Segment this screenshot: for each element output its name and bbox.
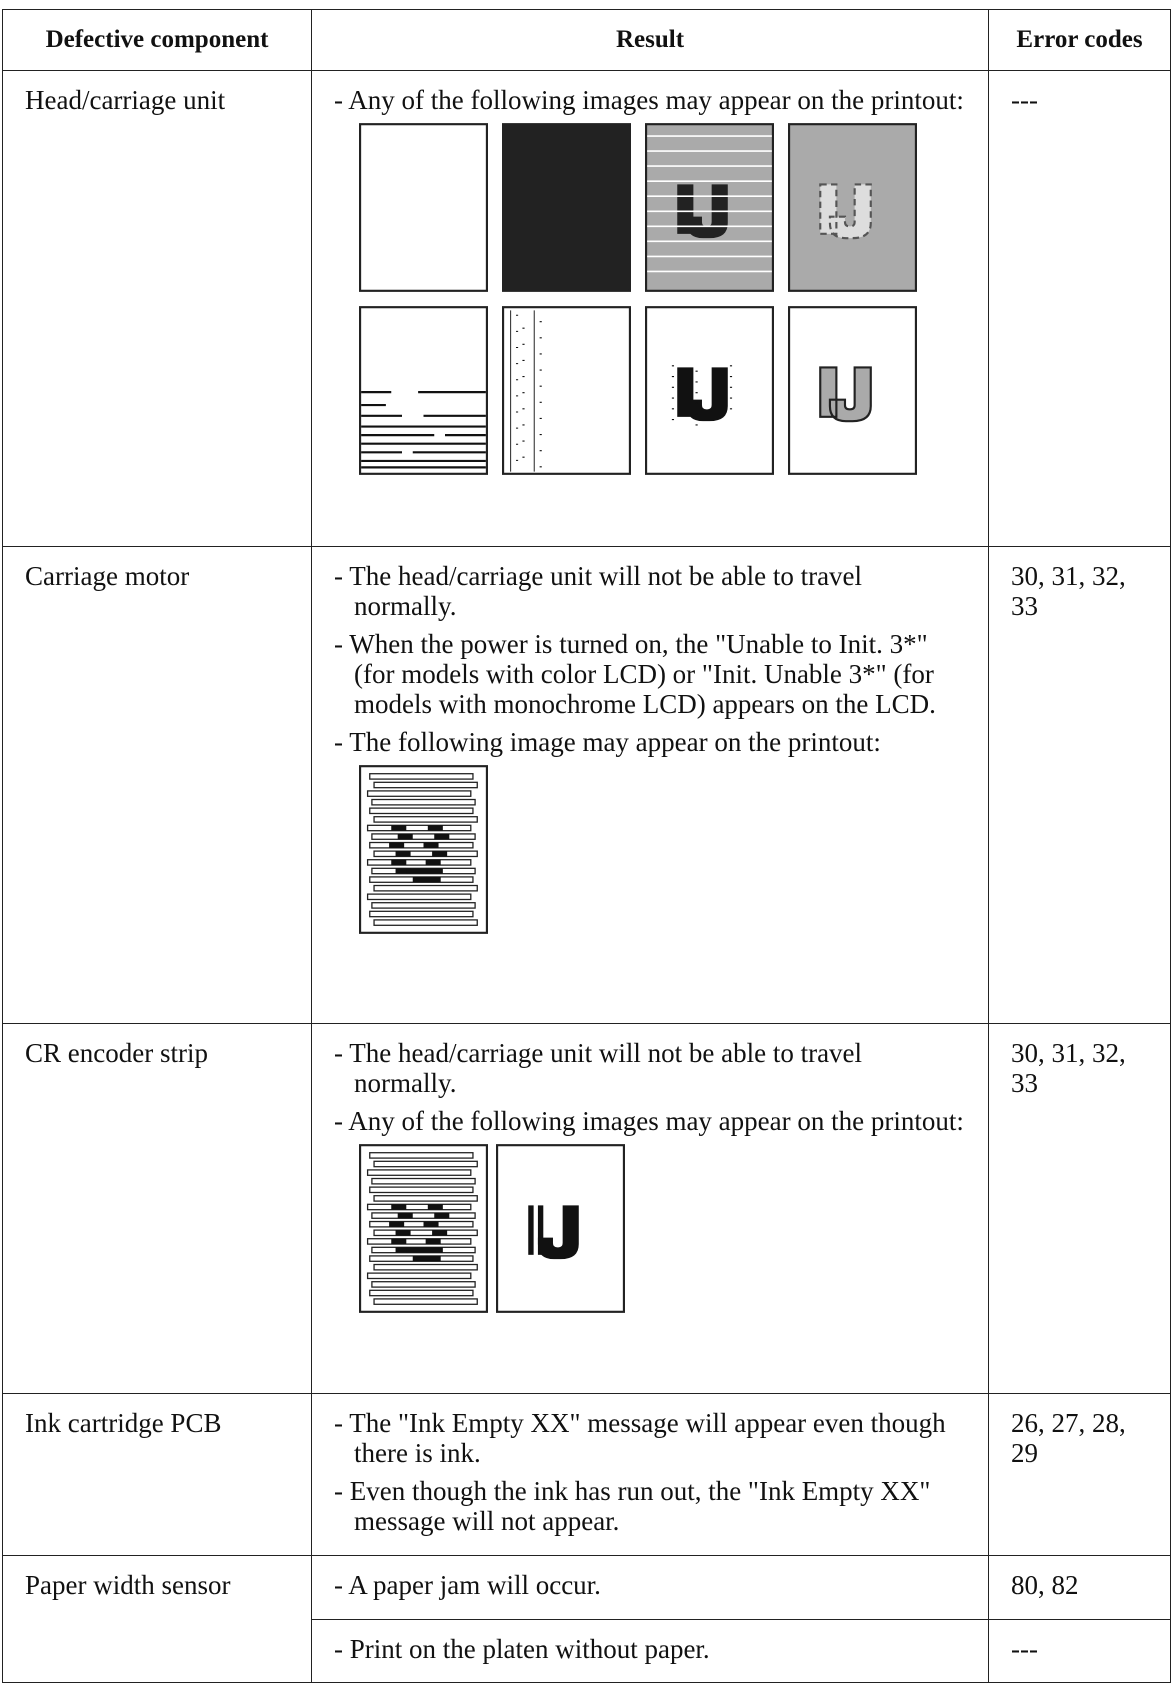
- table-row: CR encoder strip - The head/carriage uni…: [2, 1023, 1171, 1394]
- column-header: Result: [311, 9, 989, 71]
- error-codes: 26, 27, 28, 29: [988, 1393, 1171, 1556]
- sample-images: [359, 1144, 959, 1313]
- table-row: Ink cartridge PCB - The "Ink Empty XX" m…: [2, 1393, 1171, 1556]
- sample-image: [788, 123, 917, 292]
- table: Defective component Result Error codes H…: [2, 9, 1171, 1683]
- component: Ink cartridge PCB: [2, 1393, 312, 1556]
- component: CR encoder strip: [2, 1023, 312, 1394]
- sample-image: [788, 306, 917, 475]
- sample-image: [359, 123, 488, 292]
- result: - A paper jam will occur.: [311, 1555, 989, 1620]
- component: Carriage motor: [2, 546, 312, 1024]
- table-row: Carriage motor - The head/carriage unit …: [2, 546, 1171, 1024]
- sample-image: [645, 123, 774, 292]
- result: - The "Ink Empty XX" message will appear…: [311, 1393, 989, 1556]
- result-item: - The head/carriage unit will not be abl…: [334, 1038, 863, 1098]
- result-item: - Any of the following images may appear…: [334, 1106, 964, 1136]
- component: Paper width sensor: [2, 1555, 312, 1683]
- result-item: - Any of the following images may appear…: [334, 85, 964, 115]
- table-row: Paper width sensor - A paper jam will oc…: [2, 1555, 1171, 1683]
- sample-images: [359, 765, 959, 934]
- result-item: - Print on the platen without paper.: [334, 1634, 710, 1664]
- component: Head/carriage unit: [2, 70, 312, 547]
- error-codes: 30, 31, 32, 33: [988, 546, 1171, 1024]
- result: - Print on the platen without paper.: [311, 1619, 989, 1683]
- result-item: - Even though the ink has run out, the "…: [334, 1476, 931, 1536]
- sample-image: [359, 1144, 488, 1313]
- sample-image: [645, 306, 774, 475]
- result-item: - A paper jam will occur.: [334, 1570, 601, 1600]
- sample-image: [502, 306, 631, 475]
- sample-images: [359, 123, 959, 475]
- result-item: - The "Ink Empty XX" message will appear…: [334, 1408, 946, 1468]
- result: - The head/carriage unit will not be abl…: [311, 1023, 989, 1394]
- sample-image: [359, 306, 488, 475]
- column-header: Defective component: [2, 9, 312, 71]
- error-codes: 30, 31, 32, 33: [988, 1023, 1171, 1394]
- error-codes: ---: [988, 1619, 1171, 1683]
- result-item: - The head/carriage unit will not be abl…: [334, 561, 863, 621]
- result-item: - The following image may appear on the …: [334, 727, 881, 757]
- error-codes: 80, 82: [988, 1555, 1171, 1620]
- sample-image: [359, 765, 488, 934]
- result-item: - When the power is turned on, the "Unab…: [334, 629, 936, 719]
- result: - Any of the following images may appear…: [311, 70, 989, 547]
- sample-image: [502, 123, 631, 292]
- result: - The head/carriage unit will not be abl…: [311, 546, 989, 1024]
- table-row: - Print on the platen without paper. ---: [3, 1619, 1171, 1683]
- column-header: Error codes: [988, 9, 1171, 71]
- table-row: Head/carriage unit - Any of the followin…: [2, 70, 1171, 547]
- sample-image: [496, 1144, 625, 1313]
- header-row: Defective component Result Error codes: [2, 9, 1171, 71]
- error-codes: ---: [988, 70, 1171, 547]
